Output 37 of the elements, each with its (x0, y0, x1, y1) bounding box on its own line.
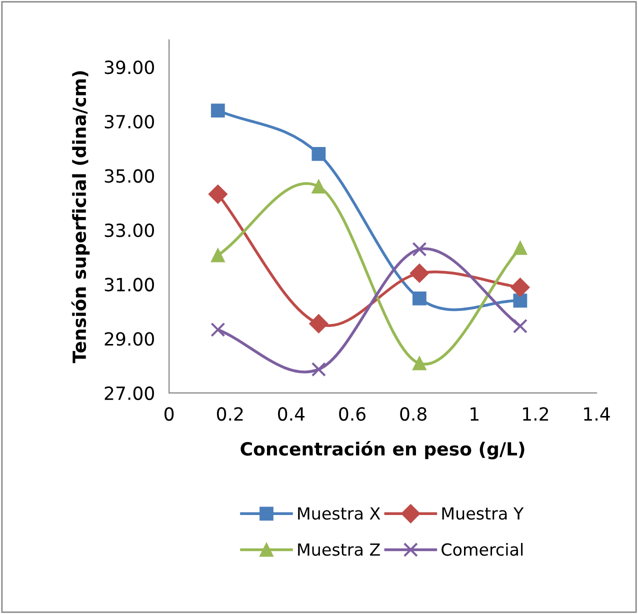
y-tick-label: 27.00 (104, 386, 154, 400)
x-tick-label: 1.2 (523, 407, 548, 421)
y-tick-label: 33.00 (104, 223, 154, 238)
legend-label: Muestra X (298, 507, 380, 520)
y-tick-label: 37.00 (104, 114, 154, 128)
point (512, 318, 528, 334)
point (513, 240, 528, 255)
point (309, 314, 328, 334)
point (312, 147, 326, 161)
point (412, 292, 426, 306)
point (210, 104, 225, 118)
x-tick-label: 1 (470, 407, 478, 421)
legend-label: Muestra Y (442, 507, 524, 520)
legend-label: Muestra Z (298, 543, 380, 556)
point (513, 294, 528, 308)
x-tick-label: 0.8 (400, 407, 426, 421)
y-tick-label: 31.00 (104, 278, 154, 292)
point (210, 248, 225, 262)
legend-label: Comercial (442, 542, 523, 556)
point (510, 278, 530, 297)
point (412, 356, 426, 370)
x-tick-label: 0 (164, 407, 174, 421)
point (210, 322, 226, 337)
point (208, 184, 228, 204)
x-tick-label: 0.6 (339, 407, 366, 421)
point (312, 180, 326, 194)
point (311, 362, 326, 377)
y-tick-label: 35.00 (104, 169, 154, 183)
x-axis-title: Concentración en peso (g/L) (240, 440, 524, 460)
x-tick-label: 1.4 (584, 407, 610, 421)
y-tick-label: 29.00 (104, 332, 154, 346)
y-axis-title: Tensión superficial (dina/cm) (71, 71, 90, 364)
x-tick-label: 0.4 (278, 407, 305, 421)
y-tick-label: 39.00 (104, 60, 154, 74)
point (410, 264, 429, 283)
x-tick-label: 0.2 (216, 407, 243, 421)
point (412, 242, 427, 257)
